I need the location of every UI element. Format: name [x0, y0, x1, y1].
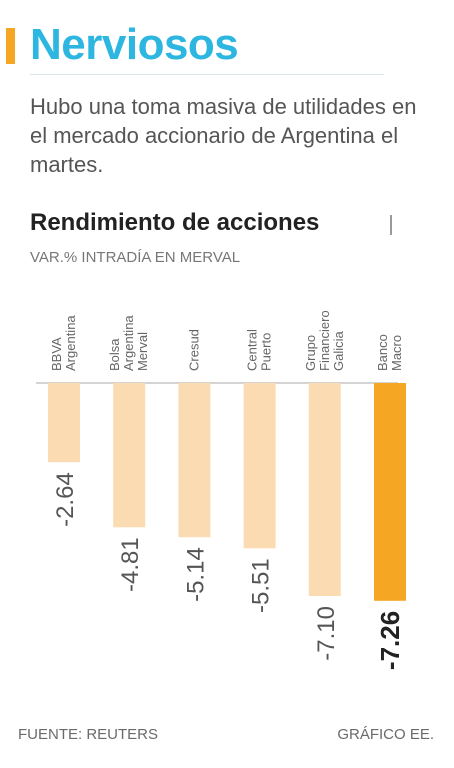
source-note: FUENTE: REUTERS — [18, 726, 159, 743]
category-label-line: Banco — [375, 334, 390, 371]
chart-subtitle: VAR.% INTRADÍA EN MERVAL — [30, 249, 241, 266]
bar — [308, 383, 341, 596]
graphic-credit: GRÁFICO EE. — [337, 726, 434, 743]
category-label: Grupo Financiero Galicia — [303, 310, 346, 371]
bar — [48, 383, 80, 463]
page-title: Nerviosos — [30, 20, 239, 69]
bar — [374, 383, 406, 601]
category-label-line: Grupo — [303, 335, 318, 371]
category-label-line: Puerto — [259, 333, 274, 371]
category-label-line: Argentina — [121, 315, 136, 371]
chart-title: Rendimiento de acciones — [30, 209, 320, 236]
category-label: Banco Macro — [375, 334, 404, 371]
category-label: Cresud — [186, 329, 201, 371]
category-label: BBVA Argentina — [49, 315, 78, 371]
bar — [113, 383, 146, 528]
category-label: Central Puerto — [245, 329, 274, 371]
category-label-line: Merval — [135, 332, 150, 371]
title-accent-bar — [6, 28, 15, 64]
value-label: -5.14 — [182, 547, 209, 602]
category-label-line: Galicia — [331, 330, 346, 371]
category-label-line: Financiero — [317, 310, 332, 371]
bar — [178, 383, 211, 538]
category-label-line: Cresud — [186, 329, 201, 371]
value-label: -4.81 — [117, 537, 144, 592]
bar — [243, 383, 276, 549]
value-label: -7.26 — [375, 611, 405, 670]
category-label-line: Central — [245, 329, 260, 371]
value-label: -5.51 — [248, 558, 275, 613]
category-label-line: Bolsa — [107, 338, 122, 371]
title-divider — [30, 74, 384, 75]
category-label-line: BBVA — [49, 337, 64, 371]
chart-title-divider — [390, 215, 392, 235]
page-subtitle: Hubo una toma masiva de utilidades en el… — [30, 94, 417, 177]
category-label: Bolsa Argentina Merval — [107, 315, 150, 371]
value-label: -2.64 — [52, 472, 79, 527]
value-label: -7.10 — [313, 606, 340, 661]
category-label-line: Macro — [389, 335, 404, 371]
category-label-line: Argentina — [63, 315, 78, 371]
